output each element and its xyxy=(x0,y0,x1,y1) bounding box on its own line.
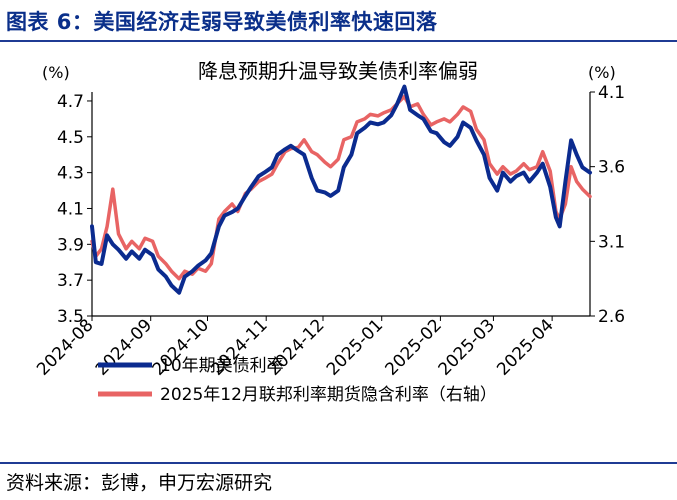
legend-label-10y: 10年期美债利率 xyxy=(160,356,284,376)
y-right-tick-label: 2.6 xyxy=(598,307,625,327)
series-lines xyxy=(90,84,592,295)
x-tick-label: 2025-02 xyxy=(382,315,446,379)
y-right-tick-label: 3.6 xyxy=(598,158,625,178)
y-left-ticks: 3.5 3.7 3.9 4.1 4.3 4.5 4.7 xyxy=(57,92,92,327)
y-right-tick-label: 4.1 xyxy=(598,83,625,103)
x-ticks: 2024-082024-092024-102024-112024-122025-… xyxy=(33,315,557,379)
x-tick-label: 2025-04 xyxy=(493,315,557,379)
figure-title: 图表 6：美国经济走弱导致美债利率快速回落 xyxy=(6,10,438,34)
y-left-tick-label: 3.9 xyxy=(57,235,84,255)
y-left-tick-label: 4.7 xyxy=(57,92,84,112)
y-right-ticks: 2.6 3.1 3.6 4.1 xyxy=(590,83,625,327)
axes xyxy=(91,92,591,317)
legend: 10年期美债利率 2025年12月联邦利率期货隐含利率（右轴） xyxy=(98,356,497,405)
y-left-tick-label: 4.1 xyxy=(57,199,84,219)
y-left-tick-label: 4.3 xyxy=(57,164,84,184)
source-divider xyxy=(0,462,677,464)
x-tick-label: 2024-09 xyxy=(92,315,156,379)
y-left-tick-label: 3.7 xyxy=(57,271,84,291)
y-left-tick-label: 4.5 xyxy=(57,128,84,148)
y-left-unit: (%) xyxy=(42,63,70,82)
x-tick-label: 2025-03 xyxy=(435,315,499,379)
series-line-10y xyxy=(90,84,592,295)
legend-label-futures: 2025年12月联邦利率期货隐含利率（右轴） xyxy=(160,385,497,405)
y-left-tick-label: 3.5 xyxy=(57,307,84,327)
line-chart: 降息预期升温导致美债利率偏弱 (%) (%) 3.5 3.7 3.9 4.1 4.3 4.… xyxy=(33,59,625,405)
source-note: 资料来源：彭博，申万宏源研究 xyxy=(6,472,273,494)
chart-title: 降息预期升温导致美债利率偏弱 xyxy=(198,59,478,83)
x-tick-label: 2025-01 xyxy=(323,315,387,379)
series-line-futures xyxy=(90,94,592,281)
y-right-tick-label: 3.1 xyxy=(598,232,625,252)
title-divider xyxy=(0,40,677,42)
y-right-unit: (%) xyxy=(588,63,616,82)
